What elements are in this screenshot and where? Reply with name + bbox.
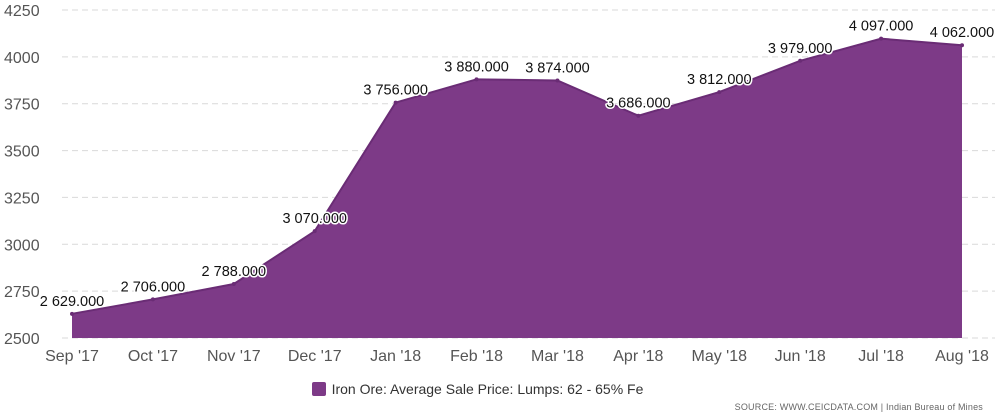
data-point <box>312 229 317 234</box>
x-tick-label: Jun '18 <box>775 348 826 365</box>
data-label: 3 812.000 <box>687 72 752 88</box>
area-fill <box>72 38 962 338</box>
y-tick-label: 4000 <box>4 50 40 67</box>
x-tick-label: Jul '18 <box>858 348 904 365</box>
x-tick-label: Oct '17 <box>128 348 178 365</box>
source-note: SOURCE: WWW.CEICDATA.COM | Indian Bureau… <box>734 402 983 412</box>
data-label: 3 756.000 <box>363 83 428 99</box>
legend-swatch <box>311 382 326 396</box>
x-tick-label: Sep '17 <box>45 348 99 365</box>
series-line <box>71 37 963 315</box>
data-point <box>636 113 641 118</box>
y-tick-label: 2750 <box>4 284 40 301</box>
data-label: 2 629.000 <box>40 294 105 310</box>
y-tick-label: 3000 <box>4 237 40 254</box>
legend-item[interactable]: Iron Ore: Average Sale Price: Lumps: 62 … <box>311 381 644 397</box>
x-tick-label: May '18 <box>692 348 748 365</box>
data-point <box>960 43 964 48</box>
data-label: 3 979.000 <box>768 41 833 57</box>
data-label: 3 874.000 <box>525 60 590 76</box>
y-tick-label: 3500 <box>4 144 40 161</box>
data-point <box>474 77 479 82</box>
data-point <box>717 90 722 95</box>
x-tick-label: Nov '17 <box>207 348 261 365</box>
data-label: 4 062.000 <box>930 25 995 41</box>
x-tick-label: Aug '18 <box>935 348 989 365</box>
data-point <box>231 282 236 287</box>
data-point <box>393 100 398 105</box>
data-point <box>70 311 74 316</box>
data-point <box>879 36 884 41</box>
data-label: 3 070.000 <box>282 211 347 227</box>
x-tick-label: Apr '18 <box>613 348 663 365</box>
y-axis-tick-labels: 2500 2750 3000 3250 3500 3750 4000 4250 <box>4 3 40 348</box>
x-tick-label: Feb '18 <box>450 348 503 365</box>
area-series <box>70 36 964 338</box>
y-tick-label: 3750 <box>4 97 40 114</box>
x-tick-label: Dec '17 <box>288 348 342 365</box>
data-point <box>150 297 155 302</box>
y-tick-label: 3250 <box>4 190 40 207</box>
legend[interactable]: Iron Ore: Average Sale Price: Lumps: 62 … <box>0 381 995 399</box>
data-point <box>798 58 803 63</box>
x-tick-label: Jan '18 <box>370 348 421 365</box>
data-label: 2 788.000 <box>202 264 267 280</box>
y-tick-label: 4250 <box>4 3 40 20</box>
data-label: 3 686.000 <box>606 96 671 112</box>
y-tick-label: 2500 <box>4 331 40 348</box>
x-axis-tick-labels: Sep '17 Oct '17 Nov '17 Dec '17 Jan '18 Feb '… <box>45 348 989 365</box>
legend-label: Iron Ore: Average Sale Price: Lumps: 62 … <box>331 381 644 397</box>
data-label: 3 880.000 <box>444 59 509 75</box>
data-point <box>555 78 560 83</box>
data-label: 4 097.000 <box>849 19 914 35</box>
data-labels: 2 629.000 2 706.000 2 788.000 3 070.000 3 75… <box>38 17 995 311</box>
x-tick-label: Mar '18 <box>531 348 584 365</box>
data-label: 2 706.000 <box>121 279 186 295</box>
